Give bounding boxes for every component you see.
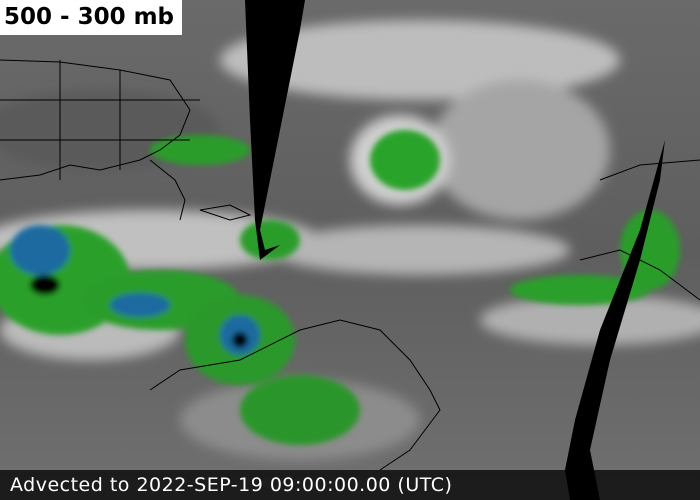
moisture-bands [0,20,700,460]
data-gap [565,140,665,500]
data-gap [245,0,305,260]
layer-title: 500 - 300 mb [0,0,183,35]
timestamp-bar: Advected to 2022-SEP-19 09:00:00.00 (UTC… [0,470,700,500]
cloud-areas [0,130,680,445]
